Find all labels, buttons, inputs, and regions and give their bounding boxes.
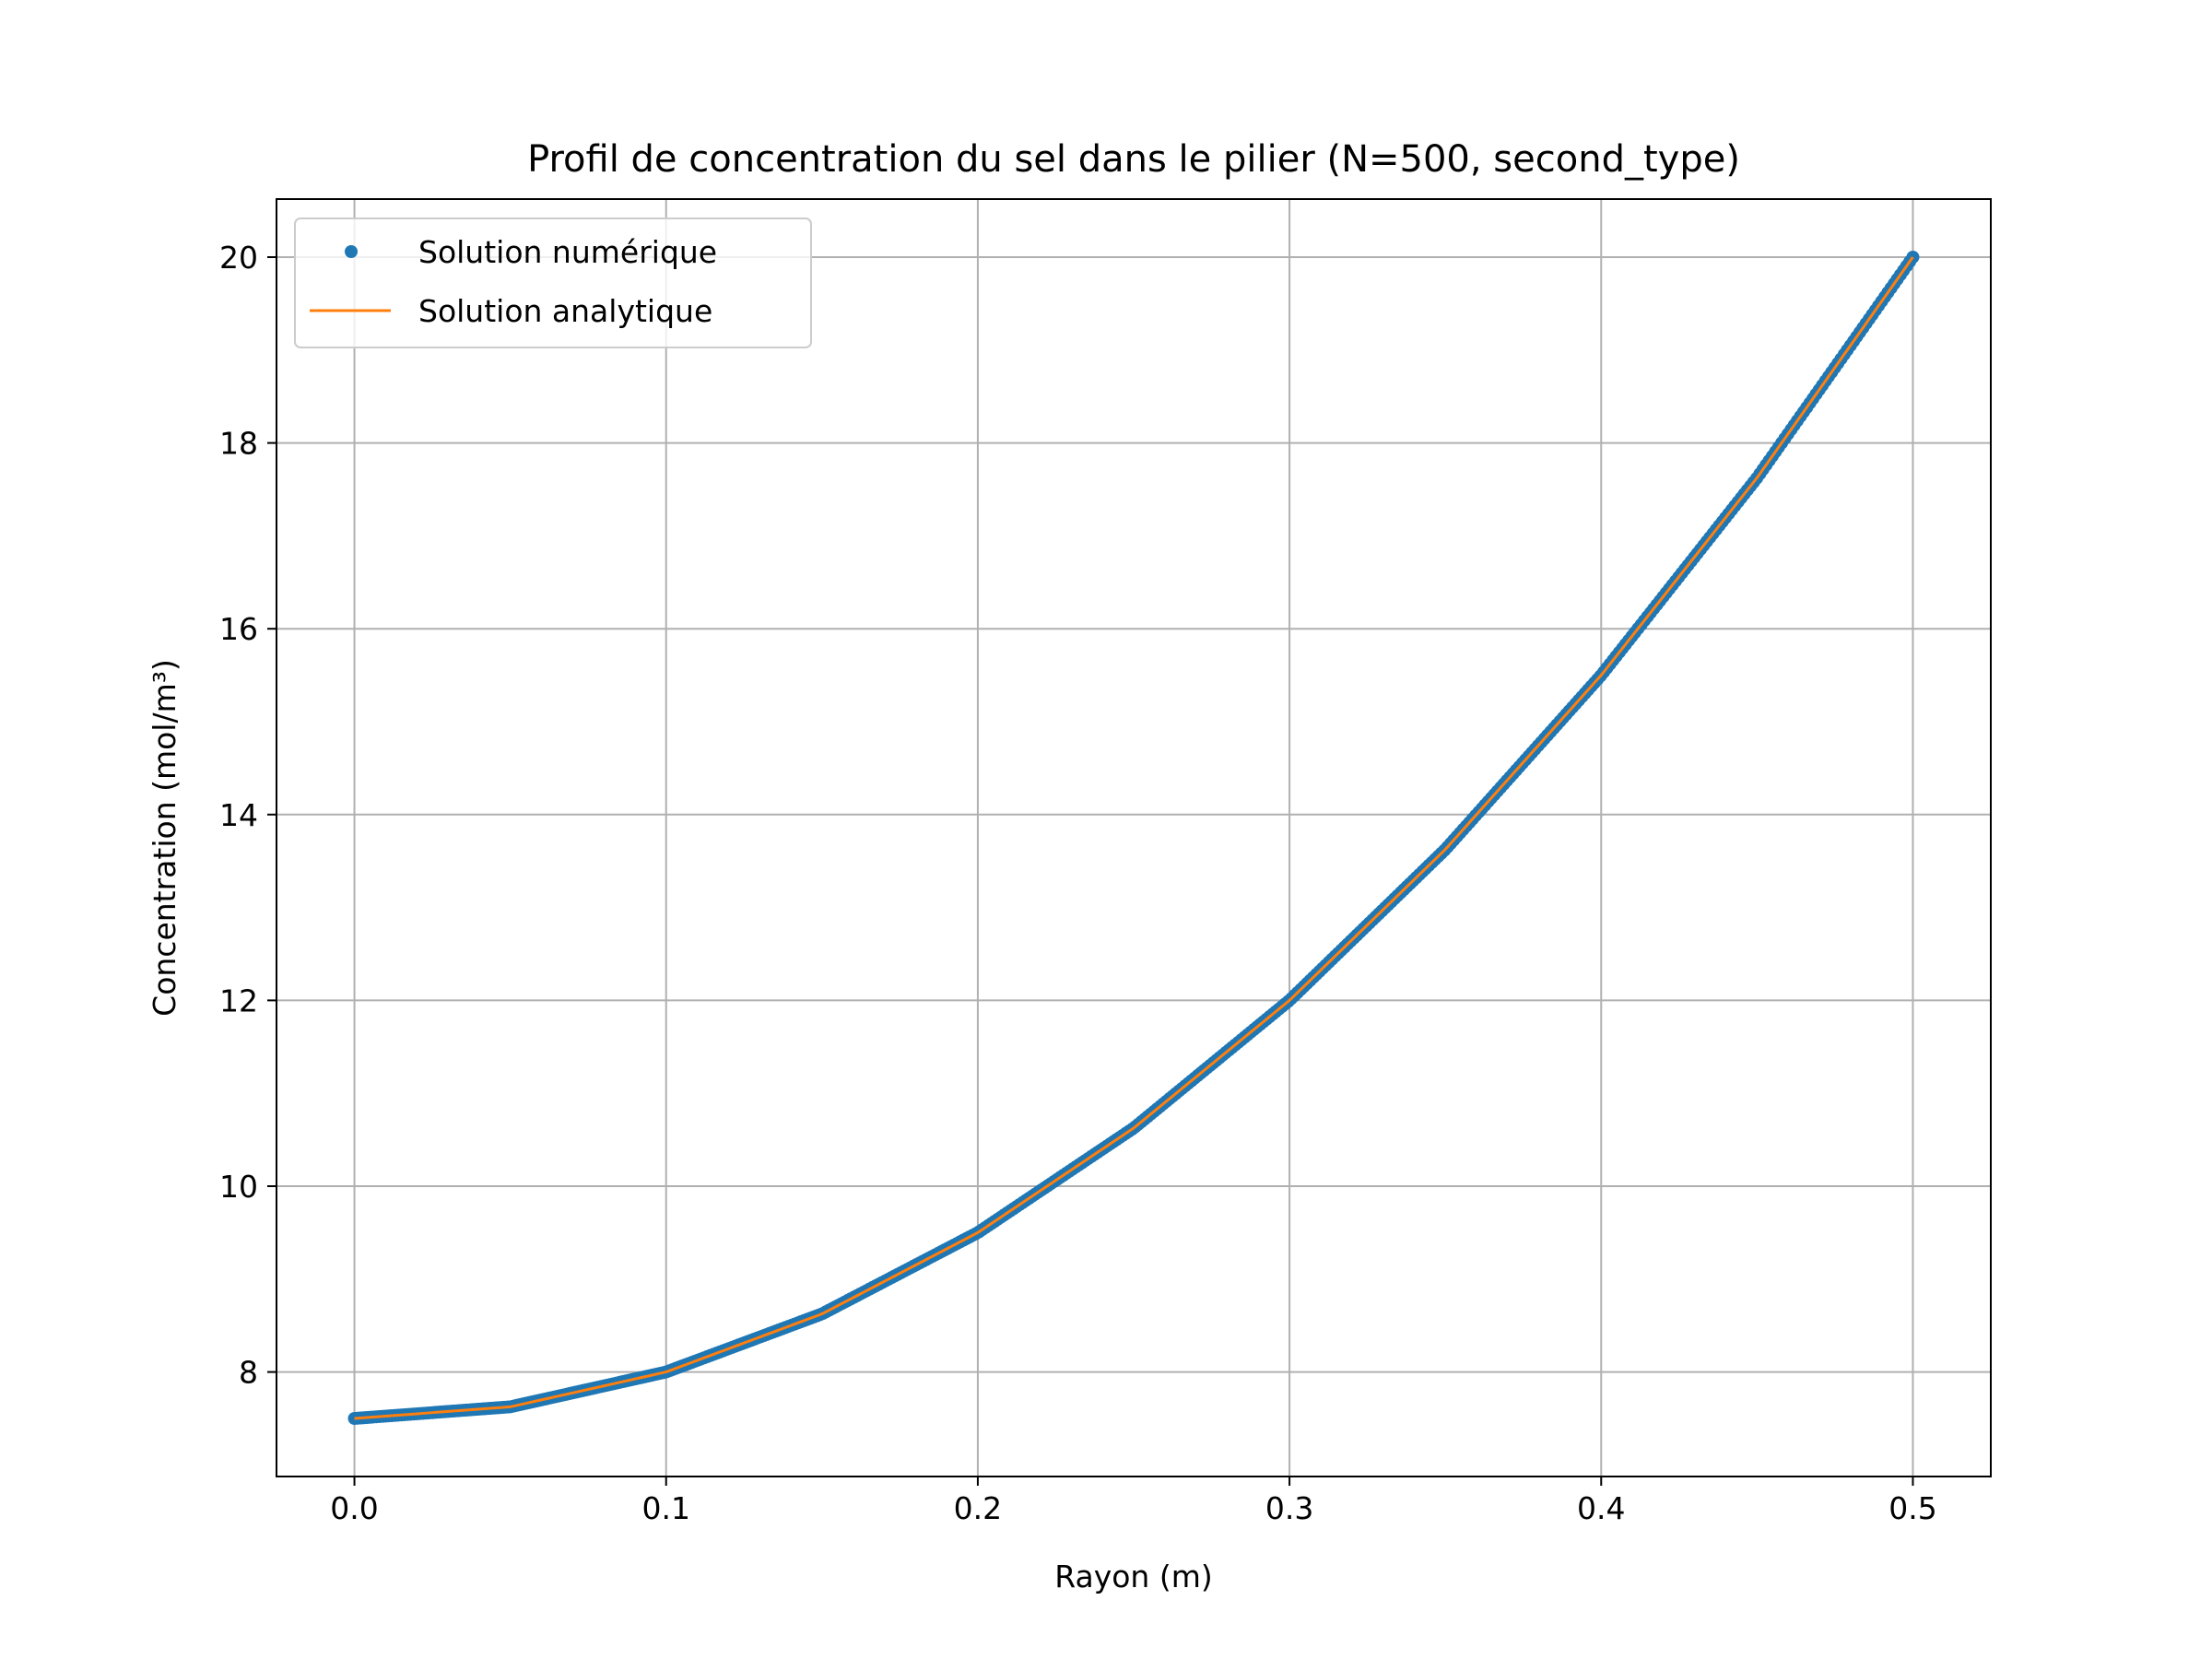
grid-lines	[276, 199, 1991, 1477]
x-tick-label: 0.5	[1888, 1490, 1936, 1526]
y-tick-label: 14	[219, 797, 258, 833]
x-tick-label: 0.2	[954, 1490, 1002, 1526]
chart-title: Profil de concentration du sel dans le p…	[527, 138, 1740, 181]
y-tick-label: 10	[219, 1169, 258, 1205]
x-tick-label: 0.4	[1577, 1490, 1625, 1526]
legend-label-analytique: Solution analytique	[418, 293, 712, 329]
analytic-solution-line	[354, 256, 1914, 1420]
axis-ticks: 0.0 0.1 0.2 0.3 0.4 0.5 8 10 12 14 16 18 20	[219, 240, 1937, 1526]
y-axis-title: Concentration (mol/m³)	[147, 659, 182, 1017]
x-tick-label: 0.1	[641, 1490, 689, 1526]
y-tick-label: 16	[219, 611, 258, 647]
y-tick-label: 12	[219, 982, 258, 1018]
x-tick-label: 0.0	[330, 1490, 378, 1526]
legend-label-numerique: Solution numérique	[418, 234, 717, 270]
legend-box	[294, 218, 812, 348]
y-tick-label: 18	[219, 426, 258, 462]
plot-frame	[276, 198, 1992, 1477]
x-axis-title: Rayon (m)	[1054, 1559, 1212, 1594]
legend-marker-numerique	[345, 245, 358, 258]
y-tick-label: 20	[219, 240, 258, 276]
x-tick-label: 0.3	[1265, 1490, 1313, 1526]
plot-data	[347, 251, 1920, 1425]
legend: Solution numérique Solution analytique	[294, 218, 812, 348]
y-tick-label: 8	[239, 1355, 258, 1391]
